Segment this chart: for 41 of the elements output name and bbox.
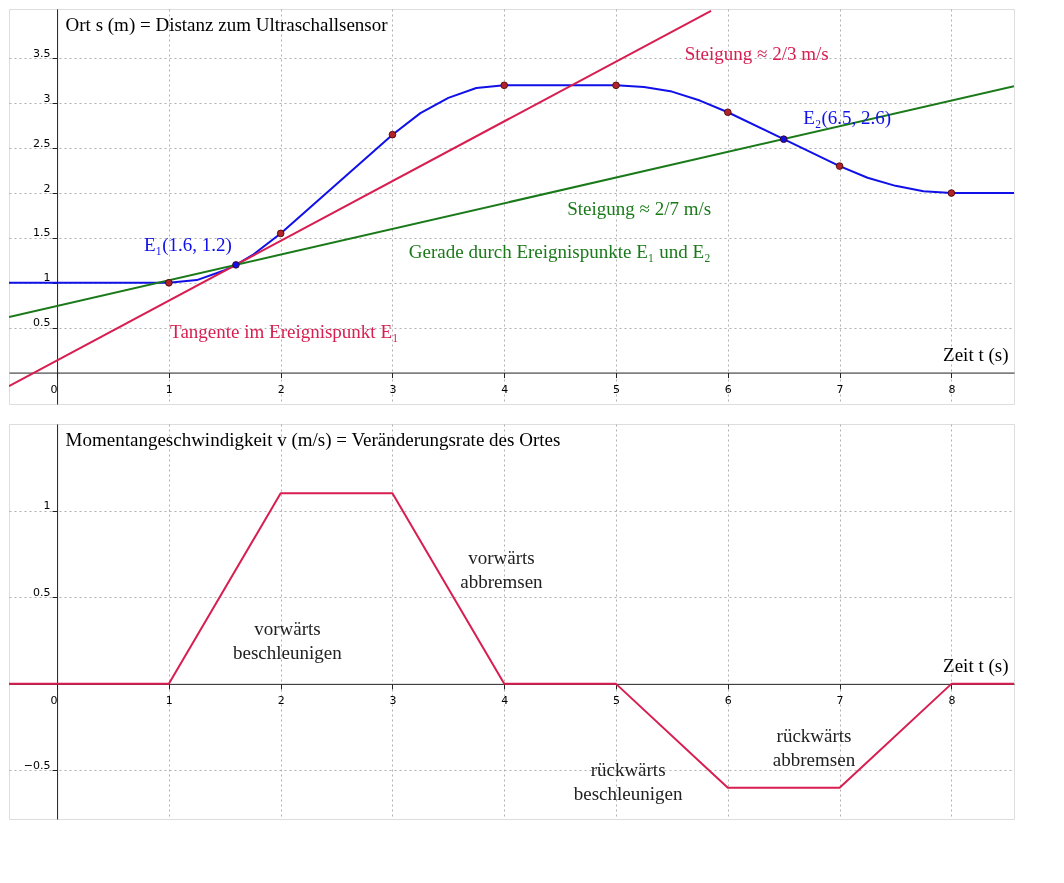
y-tick-label: 0.5 <box>33 316 51 330</box>
y-tick-label: 1.5 <box>33 226 51 240</box>
x-tick-label: 6 <box>724 694 732 708</box>
annotation: Steigung ≈ 2/3 m/s <box>684 43 829 65</box>
x-tick-label: 0 <box>50 383 58 397</box>
x-tick-label: 5 <box>613 694 621 708</box>
x-tick-label: 2 <box>277 383 285 397</box>
annotation: Gerade durch Ereignispunkte E₁ und E₂ <box>408 241 711 263</box>
annotation: rückwärts abbremsen <box>772 724 856 770</box>
x-tick-label: 8 <box>948 383 956 397</box>
x-tick-label: 5 <box>613 383 621 397</box>
annotation: vorwärts abbremsen <box>460 546 544 592</box>
y-tick-label: 3 <box>43 91 51 105</box>
x-axis-title: Zeit t (s) <box>943 655 1009 678</box>
x-tick-label: 7 <box>836 694 844 708</box>
annotation: rückwärts beschleunigen <box>573 759 683 805</box>
x-axis-title: Zeit t (s) <box>943 344 1009 367</box>
x-tick-label: 0 <box>50 694 58 708</box>
x-tick-label: 7 <box>836 383 844 397</box>
x-tick-label: 3 <box>389 694 397 708</box>
annotation: vorwärts beschleunigen <box>233 617 343 663</box>
x-tick-label: 1 <box>165 694 173 708</box>
y-tick-label: 0.5 <box>33 585 51 599</box>
y-axis-title: Momentangeschwindigkeit v (m/s) = Veränderungsrate des Ortes <box>65 428 561 451</box>
x-tick-label: 3 <box>389 383 397 397</box>
y-tick-label: 1 <box>43 499 51 513</box>
annotation: E₁(1.6, 1.2) <box>143 234 232 257</box>
y-axis-title: Ort s (m) = Distanz zum Ultraschallsensor <box>65 13 389 36</box>
x-tick-label: 6 <box>724 383 732 397</box>
x-tick-label: 4 <box>501 694 509 708</box>
x-tick-label: 8 <box>948 694 956 708</box>
x-tick-label: 4 <box>501 383 509 397</box>
y-tick-label: 2.5 <box>33 136 51 150</box>
y-tick-label: 3.5 <box>33 46 51 60</box>
y-tick-label: 1 <box>43 271 51 285</box>
annotation: Steigung ≈ 2/7 m/s <box>567 198 712 220</box>
annotation: Tangente im Ereignispunkt E₁ <box>170 321 399 343</box>
y-tick-label: 2 <box>43 181 51 195</box>
x-tick-label: 1 <box>165 383 173 397</box>
y-tick-label: −0.5 <box>23 758 51 772</box>
x-tick-label: 2 <box>277 694 285 708</box>
